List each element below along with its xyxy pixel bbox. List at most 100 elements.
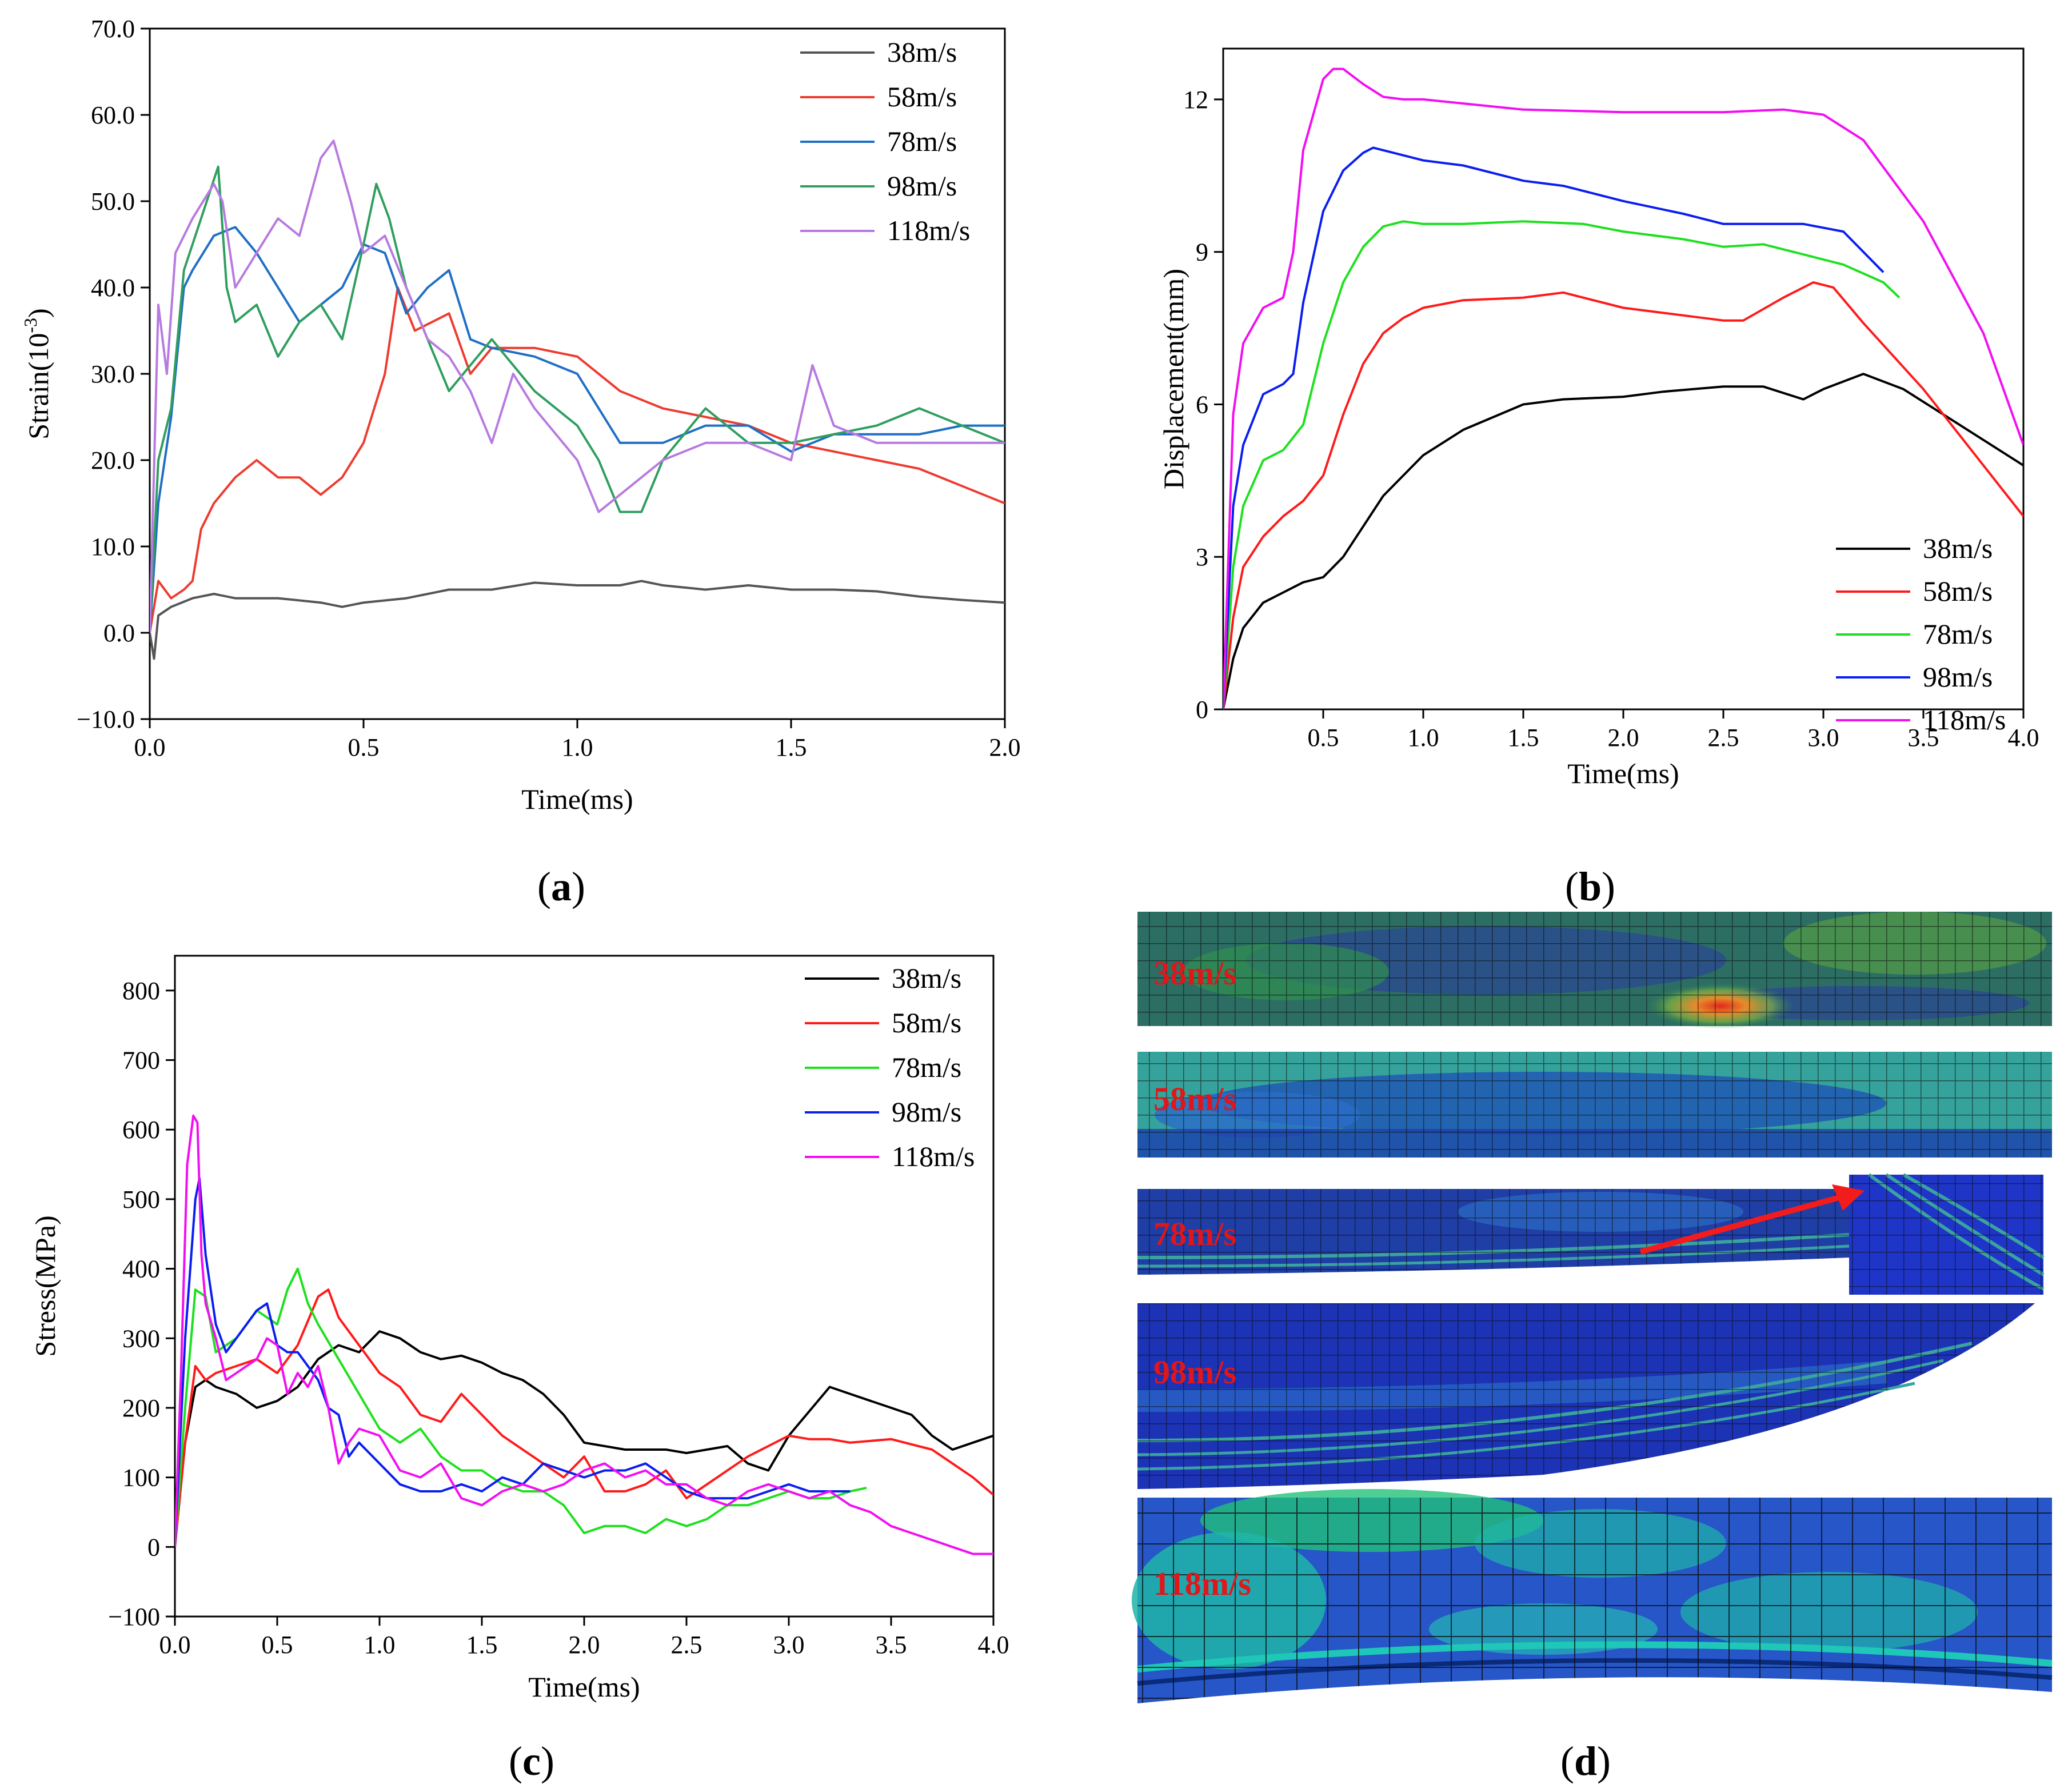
legend-label: 98m/s	[887, 170, 957, 202]
y-tick-label: 400	[122, 1255, 160, 1283]
legend-label: 58m/s	[1923, 575, 1993, 607]
series-lines	[175, 1114, 993, 1555]
legend-label: 58m/s	[892, 1007, 961, 1039]
x-tick-label: 2.5	[1708, 724, 1739, 752]
panel-c-stress-chart: 0.0 0.5 1.0 1.5 2.0 2.5 3.0 3.5 4.0 −100 0 100 200 3…	[29, 955, 1009, 1784]
y-tick-label: 700	[122, 1047, 160, 1075]
fem-label: 58m/s	[1153, 1080, 1236, 1117]
x-tick-label: 2.0	[569, 1631, 600, 1659]
y-tick-label: 50.0	[91, 187, 135, 215]
legend-label: 78m/s	[892, 1051, 961, 1083]
series-line-58m-s	[150, 286, 1005, 633]
fem-label: 38m/s	[1153, 955, 1236, 992]
x-tick-label: 1.0	[364, 1631, 396, 1659]
y-tick-label: 12	[1183, 86, 1208, 114]
series-line-118m-s	[150, 139, 1005, 633]
x-tick-label: 0.5	[262, 1631, 293, 1659]
legend-label: 98m/s	[1923, 661, 1993, 693]
y-axis: −10.0 0.0 10.0 20.0 30.0 40.0 50.0 60.0 70.0	[77, 15, 150, 733]
x-tick-label: 3.5	[1908, 724, 1939, 752]
x-axis-title: Time(ms)	[528, 1671, 640, 1703]
fem-image-58	[1137, 1052, 2052, 1158]
x-tick-label: 1.0	[1408, 724, 1439, 752]
panel-b-displacement-chart: 0.5 1.0 1.5 2.0 2.5 3.0 3.5 4.0 0 3 6 9 12 38m/s 58m…	[1157, 47, 2039, 909]
y-tick-label: 10.0	[91, 533, 135, 561]
panel-caption-a: (a)	[537, 864, 585, 909]
legend: 38m/s 58m/s 78m/s 98m/s 118m/s	[800, 36, 970, 246]
series-line-98m-s	[150, 165, 1005, 633]
x-tick-label: 0.5	[348, 733, 380, 761]
caption-letter: a	[551, 864, 572, 909]
fem-image-78	[1137, 1173, 2045, 1295]
legend-label: 38m/s	[892, 962, 961, 994]
y-tick-label: 0	[147, 1533, 160, 1561]
series-lines	[150, 139, 1005, 660]
y-axis-title: Stress(MPa)	[29, 1215, 61, 1356]
y-tick-label: −100	[108, 1603, 160, 1631]
series-line-98m-s	[1223, 146, 1885, 709]
legend-label: 98m/s	[892, 1096, 961, 1128]
series-lines	[1223, 67, 2023, 709]
y-axis-title: Displacement(mm)	[1157, 269, 1189, 489]
x-tick-label: 3.0	[1808, 724, 1839, 752]
legend-label: 58m/s	[887, 81, 957, 113]
y-tick-label: 500	[122, 1186, 160, 1214]
panel-caption-d: (d)	[1560, 1738, 1611, 1784]
x-tick-label: 4.0	[978, 1631, 1009, 1659]
y-axis-title: Strain(10-3)	[20, 308, 54, 439]
series-line-78m-s	[175, 1267, 867, 1547]
y-axis: −100 0 100 200 300 400 500 600 700 800	[108, 977, 175, 1631]
series-line-38m-s	[150, 580, 1005, 660]
y-tick-label: 0	[1196, 696, 1208, 724]
caption-letter: d	[1574, 1738, 1597, 1784]
panel-caption-b: (b)	[1565, 864, 1615, 909]
y-tick-label: 60.0	[91, 101, 135, 129]
x-tick-label: 1.5	[776, 733, 807, 761]
x-tick-label: 1.5	[1508, 724, 1539, 752]
x-axis: 0.0 0.5 1.0 1.5 2.0	[134, 719, 1021, 761]
x-axis: 0.0 0.5 1.0 1.5 2.0 2.5 3.0 3.5 4.0	[159, 1617, 1009, 1659]
fem-label: 98m/s	[1153, 1354, 1236, 1391]
y-axis-title-exponent: -3	[20, 318, 41, 333]
x-tick-label: 2.0	[989, 733, 1021, 761]
y-tick-label: 200	[122, 1394, 160, 1422]
series-line-78m-s	[1223, 220, 1901, 709]
y-tick-label: 300	[122, 1324, 160, 1352]
legend-label: 78m/s	[887, 125, 957, 157]
series-line-118m-s	[175, 1114, 993, 1555]
fem-image-38	[1137, 912, 2052, 1037]
series-line-118m-s	[1223, 67, 2023, 709]
legend: 38m/s 58m/s 78m/s 98m/s 118m/s	[1836, 532, 2006, 736]
x-tick-label: 2.0	[1608, 724, 1639, 752]
y-axis-title-close: )	[22, 308, 54, 318]
fem-labels: 38m/s 58m/s 78m/s 98m/s 118m/s	[1153, 955, 1251, 1602]
y-tick-label: 40.0	[91, 274, 135, 302]
y-tick-label: 6	[1196, 390, 1208, 418]
y-tick-label: −10.0	[77, 705, 135, 733]
legend-label: 38m/s	[887, 36, 957, 68]
y-tick-label: 30.0	[91, 360, 135, 388]
panel-a-strain-chart: 0.0 0.5 1.0 1.5 2.0 −10.00.010.020.030.040.0…	[20, 15, 1021, 909]
series-line-38m-s	[1223, 373, 2023, 709]
series-line-38m-s	[175, 1330, 993, 1547]
x-tick-label: 4.0	[2008, 724, 2039, 752]
y-tick-label: 600	[122, 1116, 160, 1144]
fem-image-118	[1132, 1489, 2053, 1703]
legend-label: 38m/s	[1923, 532, 1993, 564]
y-tick-label: 0.0	[103, 619, 135, 647]
plot-frame	[1222, 47, 2025, 711]
x-tick-label: 3.0	[773, 1631, 805, 1659]
fem-label: 118m/s	[1153, 1565, 1251, 1602]
x-axis-title: Time(ms)	[521, 783, 633, 815]
y-axis-title-base: Strain(10	[22, 333, 54, 440]
y-tick-label: 70.0	[91, 15, 135, 43]
panel-d-fem-damage-images: 38m/s 58m/s 78m/s 98m/s 118m/s (d)	[1132, 912, 2053, 1784]
series-line-78m-s	[150, 226, 1005, 633]
legend-label: 118m/s	[892, 1140, 975, 1172]
y-tick-label: 3	[1196, 543, 1208, 571]
caption-letter: c	[522, 1738, 541, 1784]
legend-label: 78m/s	[1923, 618, 1993, 650]
x-axis: 0.5 1.0 1.5 2.0 2.5 3.0 3.5 4.0	[1308, 709, 2039, 752]
x-tick-label: 3.5	[876, 1631, 907, 1659]
